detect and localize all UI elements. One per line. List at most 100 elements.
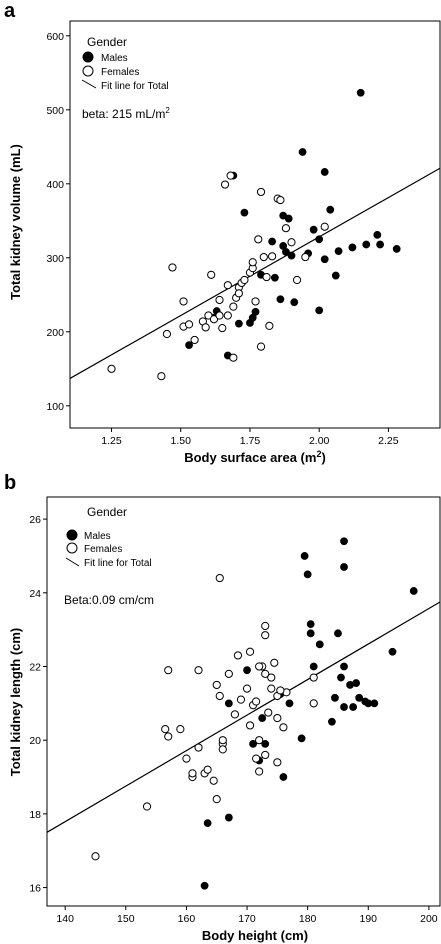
legend-a: Gender Males Females Fit line for Total xyxy=(81,35,169,92)
female-point xyxy=(265,321,274,330)
female-point xyxy=(287,238,296,247)
male-point xyxy=(334,629,342,638)
legend-marker-females xyxy=(82,65,94,77)
female-point xyxy=(273,713,282,723)
male-point xyxy=(309,225,318,234)
female-point xyxy=(223,281,232,290)
female-point xyxy=(255,662,264,671)
male-point xyxy=(303,570,312,579)
male-point xyxy=(234,319,243,328)
male-point xyxy=(282,247,290,256)
x-tick-label: 200 xyxy=(420,913,438,925)
female-point xyxy=(220,180,230,189)
plot-frame-b xyxy=(46,496,441,907)
female-point xyxy=(215,691,224,701)
female-point xyxy=(179,297,188,306)
female-point xyxy=(203,765,212,774)
male-point xyxy=(284,214,293,223)
female-point xyxy=(215,573,224,583)
beta-annotation-b: Beta:0.09 cm/cm xyxy=(64,593,154,607)
male-point xyxy=(251,307,260,316)
x-tick-label: 180 xyxy=(299,913,317,925)
female-point xyxy=(161,725,170,734)
x-tick-label: 160 xyxy=(178,913,196,925)
male-point xyxy=(200,881,209,890)
y-tick-label: 18 xyxy=(29,809,41,821)
female-point xyxy=(182,754,191,763)
legend-label-females: Females xyxy=(84,544,122,555)
male-point xyxy=(320,168,329,176)
male-point xyxy=(224,699,233,708)
female-point xyxy=(188,769,197,778)
female-point xyxy=(254,235,263,244)
female-point xyxy=(107,364,116,373)
female-point xyxy=(229,353,238,362)
female-point xyxy=(207,270,216,279)
female-point xyxy=(259,252,268,262)
female-point xyxy=(157,372,166,381)
male-point xyxy=(224,813,233,822)
beta-annotation-a: beta: 215 mL/m2 xyxy=(82,106,170,121)
male-point xyxy=(300,552,309,560)
female-point xyxy=(242,684,252,693)
male-point xyxy=(355,693,364,702)
y-axis-title-a: Total kidney volume (mL) xyxy=(8,144,23,300)
x-axis-a: 1.25 1.50 1.75 2.00 2.25 xyxy=(101,428,399,447)
male-point xyxy=(392,245,401,253)
y-tick-label: 24 xyxy=(29,588,41,600)
female-point xyxy=(209,315,219,324)
legend-marker-females xyxy=(66,542,78,554)
female-point xyxy=(142,802,152,811)
y-tick-label: 300 xyxy=(46,253,64,265)
female-point xyxy=(215,295,224,305)
female-point xyxy=(252,697,261,706)
female-point xyxy=(320,222,329,231)
panel-a: a 100 200 300 400 500 600 1.25 1.50 1.75 2.00 2.2… xyxy=(4,0,441,465)
male-point xyxy=(340,662,348,671)
y-axis-a: 100 200 300 400 500 600 xyxy=(46,31,70,413)
x-axis-title-a-sup: 2 xyxy=(316,449,321,459)
female-point xyxy=(224,669,233,678)
fit-line-b xyxy=(46,601,441,833)
legend-title: Gender xyxy=(87,505,127,519)
male-point xyxy=(306,620,315,629)
male-point xyxy=(203,819,212,827)
female-point xyxy=(212,680,221,690)
female-point xyxy=(268,252,277,261)
male-point xyxy=(270,273,279,282)
x-axis-title-a-end: ) xyxy=(321,450,325,465)
female-point xyxy=(255,736,264,745)
beta-sup-a: 2 xyxy=(165,106,170,115)
female-point xyxy=(309,673,318,682)
legend-b: Gender Males Females Fit line for Total xyxy=(65,505,152,569)
male-point xyxy=(409,587,418,595)
scatter-points-b xyxy=(91,537,418,890)
y-tick-label: 22 xyxy=(29,661,41,673)
male-point xyxy=(306,629,315,638)
female-point xyxy=(194,666,203,675)
female-point xyxy=(215,311,224,320)
male-point xyxy=(249,739,257,748)
female-point xyxy=(276,195,285,205)
female-point xyxy=(261,621,270,631)
x-tick-label: 1.25 xyxy=(101,435,122,447)
female-point xyxy=(226,171,235,180)
male-point xyxy=(297,734,306,743)
female-point xyxy=(230,710,240,719)
female-point xyxy=(233,651,243,660)
legend-label-males: Males xyxy=(84,531,111,542)
y-tick-label: 600 xyxy=(46,31,64,43)
female-point xyxy=(292,275,302,285)
legend-label-males: Males xyxy=(101,53,128,64)
fit-line-a xyxy=(69,167,441,379)
female-point xyxy=(261,631,270,640)
female-point xyxy=(229,302,238,311)
y-axis-b: 16 18 20 22 24 26 xyxy=(29,514,47,895)
female-point xyxy=(279,723,288,732)
x-tick-label: 170 xyxy=(238,913,256,925)
y-tick-label: 26 xyxy=(29,514,41,526)
y-tick-label: 20 xyxy=(29,735,41,747)
legend-label-fit: Fit line for Total xyxy=(84,558,152,569)
female-point xyxy=(276,686,285,695)
legend-marker-males xyxy=(66,529,78,541)
